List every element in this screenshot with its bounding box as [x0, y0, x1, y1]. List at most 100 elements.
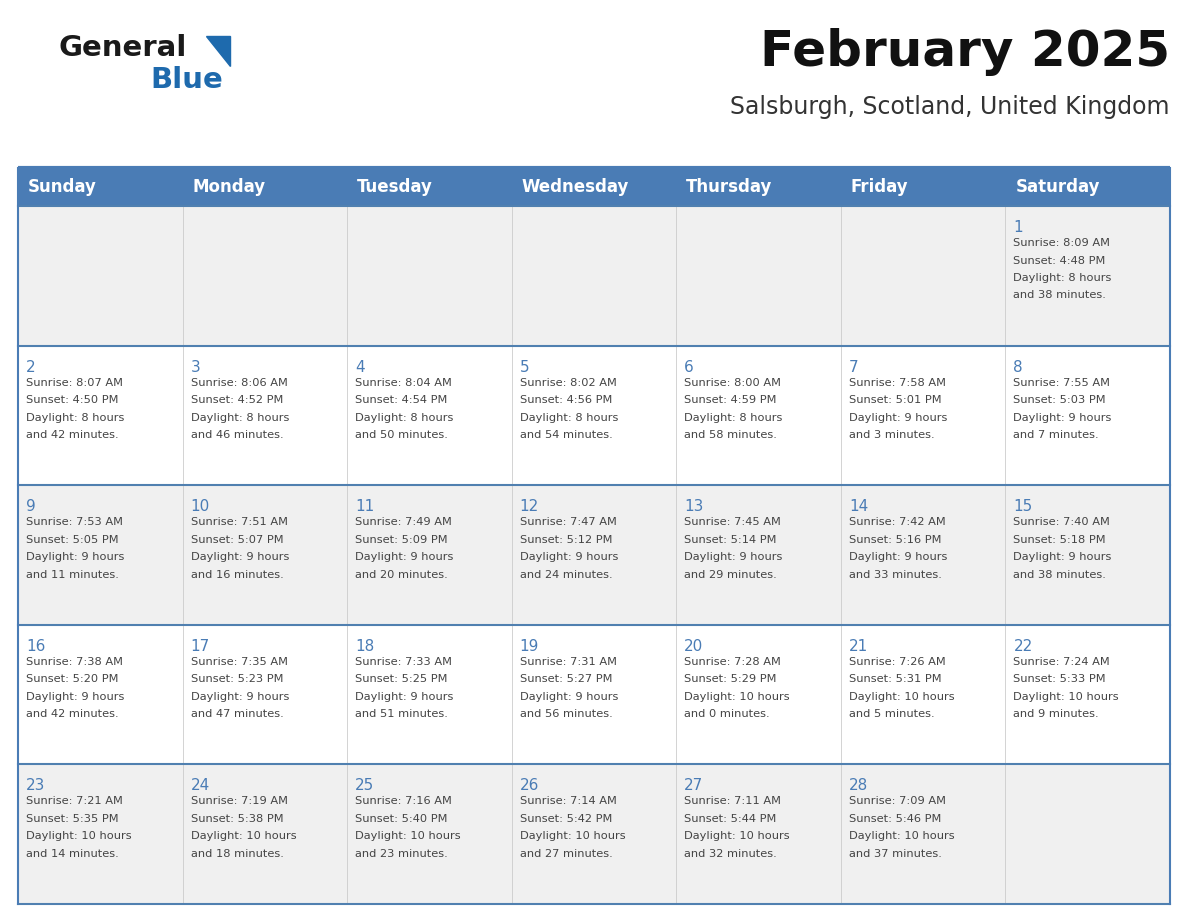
Text: Blue: Blue	[150, 66, 223, 94]
Text: 27: 27	[684, 778, 703, 793]
Text: 9: 9	[26, 499, 36, 514]
Text: and 51 minutes.: and 51 minutes.	[355, 710, 448, 720]
Text: and 0 minutes.: and 0 minutes.	[684, 710, 770, 720]
Text: Sunrise: 7:31 AM: Sunrise: 7:31 AM	[519, 656, 617, 666]
Text: 25: 25	[355, 778, 374, 793]
Text: 17: 17	[190, 639, 210, 654]
Text: and 24 minutes.: and 24 minutes.	[519, 570, 612, 579]
Bar	[183, 486, 347, 625]
Text: Sunrise: 7:11 AM: Sunrise: 7:11 AM	[684, 797, 782, 806]
Text: Sunrise: 7:45 AM: Sunrise: 7:45 AM	[684, 517, 782, 527]
Text: Sunset: 5:20 PM: Sunset: 5:20 PM	[26, 675, 119, 684]
Text: Sunset: 5:14 PM: Sunset: 5:14 PM	[684, 534, 777, 544]
Text: Daylight: 8 hours: Daylight: 8 hours	[519, 412, 618, 422]
Text: Sunrise: 8:07 AM: Sunrise: 8:07 AM	[26, 377, 124, 387]
Text: Sunset: 5:25 PM: Sunset: 5:25 PM	[355, 675, 448, 684]
Bar	[1005, 625, 1170, 765]
Text: Daylight: 9 hours: Daylight: 9 hours	[519, 553, 618, 562]
Text: Sunrise: 7:49 AM: Sunrise: 7:49 AM	[355, 517, 451, 527]
Text: 10: 10	[190, 499, 210, 514]
Bar	[347, 625, 512, 765]
Text: 12: 12	[519, 499, 539, 514]
Bar	[1005, 206, 1170, 345]
Text: Sunset: 5:31 PM: Sunset: 5:31 PM	[849, 675, 941, 684]
Text: Sunset: 5:18 PM: Sunset: 5:18 PM	[1013, 534, 1106, 544]
Bar	[347, 486, 512, 625]
Text: 2: 2	[26, 360, 36, 375]
Text: and 32 minutes.: and 32 minutes.	[684, 849, 777, 859]
Text: Sunrise: 7:33 AM: Sunrise: 7:33 AM	[355, 656, 453, 666]
Text: Sunset: 5:07 PM: Sunset: 5:07 PM	[190, 534, 283, 544]
Text: Sunrise: 8:06 AM: Sunrise: 8:06 AM	[190, 377, 287, 387]
Bar	[512, 168, 676, 206]
Text: Daylight: 9 hours: Daylight: 9 hours	[519, 692, 618, 701]
Text: and 56 minutes.: and 56 minutes.	[519, 710, 613, 720]
Text: Daylight: 10 hours: Daylight: 10 hours	[684, 692, 790, 701]
Text: and 33 minutes.: and 33 minutes.	[849, 570, 942, 579]
Text: Sunset: 5:03 PM: Sunset: 5:03 PM	[1013, 395, 1106, 405]
Text: and 54 minutes.: and 54 minutes.	[519, 431, 613, 440]
Bar	[841, 765, 1005, 904]
Text: 26: 26	[519, 778, 539, 793]
Bar	[676, 625, 841, 765]
Text: and 7 minutes.: and 7 minutes.	[1013, 431, 1099, 440]
Text: and 9 minutes.: and 9 minutes.	[1013, 710, 1099, 720]
Text: Sunrise: 7:53 AM: Sunrise: 7:53 AM	[26, 517, 124, 527]
Text: Sunrise: 7:51 AM: Sunrise: 7:51 AM	[190, 517, 287, 527]
Text: 14: 14	[849, 499, 868, 514]
Text: Daylight: 9 hours: Daylight: 9 hours	[355, 553, 454, 562]
Text: Sunset: 5:12 PM: Sunset: 5:12 PM	[519, 534, 612, 544]
Text: Sunset: 5:23 PM: Sunset: 5:23 PM	[190, 675, 283, 684]
Text: 19: 19	[519, 639, 539, 654]
Text: 21: 21	[849, 639, 868, 654]
Text: Sunrise: 8:09 AM: Sunrise: 8:09 AM	[1013, 238, 1111, 248]
Bar	[512, 765, 676, 904]
Bar	[1005, 168, 1170, 206]
Text: and 5 minutes.: and 5 minutes.	[849, 710, 935, 720]
Text: Sunrise: 7:40 AM: Sunrise: 7:40 AM	[1013, 517, 1111, 527]
Text: and 58 minutes.: and 58 minutes.	[684, 431, 777, 440]
Bar	[183, 345, 347, 486]
Bar	[676, 765, 841, 904]
Bar	[1005, 765, 1170, 904]
Text: Sunset: 5:05 PM: Sunset: 5:05 PM	[26, 534, 119, 544]
Text: Sunset: 4:50 PM: Sunset: 4:50 PM	[26, 395, 119, 405]
Text: Daylight: 10 hours: Daylight: 10 hours	[190, 832, 296, 842]
Text: 24: 24	[190, 778, 210, 793]
Text: Daylight: 8 hours: Daylight: 8 hours	[26, 412, 125, 422]
Text: Sunrise: 7:38 AM: Sunrise: 7:38 AM	[26, 656, 124, 666]
Text: Sunday: Sunday	[27, 178, 96, 196]
Text: Daylight: 10 hours: Daylight: 10 hours	[26, 832, 132, 842]
Bar	[18, 625, 183, 765]
Text: and 27 minutes.: and 27 minutes.	[519, 849, 613, 859]
Text: and 3 minutes.: and 3 minutes.	[849, 431, 935, 440]
Bar	[183, 765, 347, 904]
Text: and 42 minutes.: and 42 minutes.	[26, 710, 119, 720]
Bar	[512, 486, 676, 625]
Bar	[676, 486, 841, 625]
Text: Daylight: 8 hours: Daylight: 8 hours	[355, 412, 454, 422]
Bar	[1005, 486, 1170, 625]
Text: Daylight: 10 hours: Daylight: 10 hours	[1013, 692, 1119, 701]
Text: Sunset: 5:35 PM: Sunset: 5:35 PM	[26, 814, 119, 823]
Text: and 23 minutes.: and 23 minutes.	[355, 849, 448, 859]
Text: and 11 minutes.: and 11 minutes.	[26, 570, 119, 579]
Text: Daylight: 10 hours: Daylight: 10 hours	[355, 832, 461, 842]
Text: and 18 minutes.: and 18 minutes.	[190, 849, 284, 859]
Bar	[512, 206, 676, 345]
Text: and 29 minutes.: and 29 minutes.	[684, 570, 777, 579]
Text: Sunset: 5:42 PM: Sunset: 5:42 PM	[519, 814, 612, 823]
Text: Sunset: 5:38 PM: Sunset: 5:38 PM	[190, 814, 283, 823]
Text: Daylight: 9 hours: Daylight: 9 hours	[1013, 412, 1112, 422]
Text: and 16 minutes.: and 16 minutes.	[190, 570, 283, 579]
Bar	[676, 206, 841, 345]
Text: Sunset: 5:33 PM: Sunset: 5:33 PM	[1013, 675, 1106, 684]
Text: 15: 15	[1013, 499, 1032, 514]
Bar	[347, 345, 512, 486]
Text: Sunset: 5:29 PM: Sunset: 5:29 PM	[684, 675, 777, 684]
Bar	[841, 168, 1005, 206]
Text: Sunrise: 7:35 AM: Sunrise: 7:35 AM	[190, 656, 287, 666]
Bar	[841, 345, 1005, 486]
Bar	[18, 765, 183, 904]
Text: and 42 minutes.: and 42 minutes.	[26, 431, 119, 440]
